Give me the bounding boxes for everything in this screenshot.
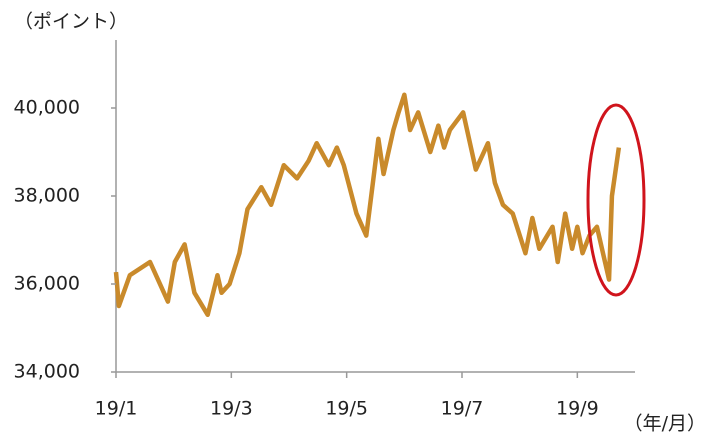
x-tick-label: 19/3: [210, 398, 253, 420]
y-tick-label: 34,000: [14, 361, 80, 383]
x-tick-label: 19/7: [441, 398, 484, 420]
y-tick-label: 40,000: [14, 97, 80, 119]
y-tick-label: 38,000: [14, 185, 80, 207]
x-axis-label: （年/月）: [624, 413, 706, 435]
y-axis-label: （ポイント）: [14, 11, 128, 33]
x-tick-label: 19/1: [95, 398, 138, 420]
x-tick-label: 19/5: [325, 398, 368, 420]
data-line: [113, 92, 622, 318]
y-tick-label: 36,000: [14, 273, 80, 295]
highlight-ellipse: [586, 103, 646, 297]
x-tick-label: 19/9: [556, 398, 599, 420]
